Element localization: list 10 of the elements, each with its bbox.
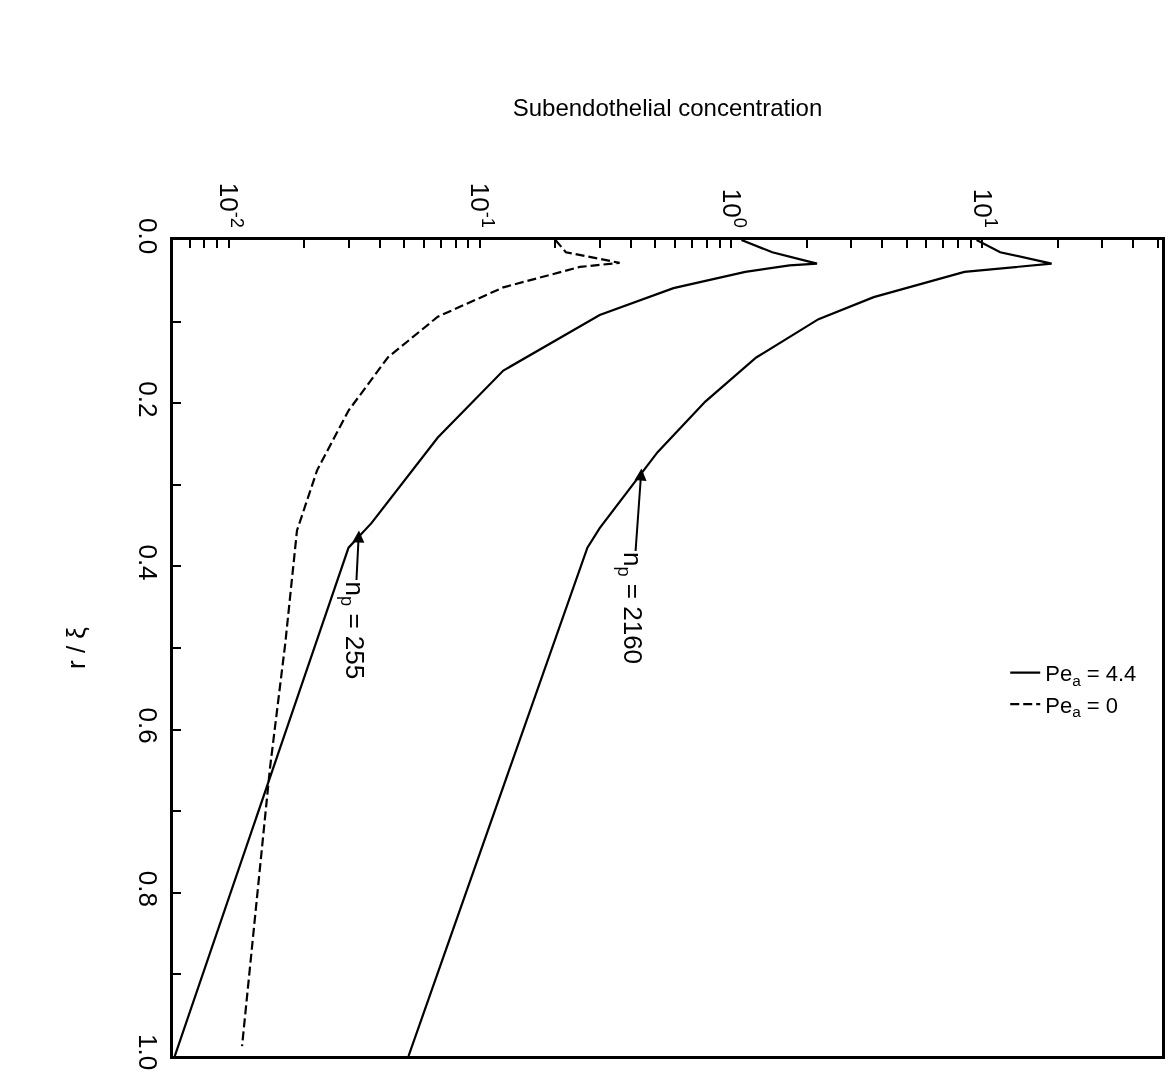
legend-label: Pe$_{a}$ = 4.4 [1045, 661, 1137, 689]
y-axis-title: r / ξ [61, 626, 92, 669]
y-tick-label: 0.6 [132, 707, 163, 744]
y-tick-label: 0.4 [132, 544, 163, 581]
y-tick-label: 0.2 [132, 381, 163, 418]
y-tick-label: 0.8 [132, 870, 163, 907]
y-tick-label: 1.0 [132, 1034, 163, 1071]
y-tick-label: 0.0 [132, 218, 163, 255]
x-axis-title: Subendothelial concentration [512, 93, 823, 121]
legend-label: Pe$_{a}$ = 0 [1045, 692, 1119, 721]
